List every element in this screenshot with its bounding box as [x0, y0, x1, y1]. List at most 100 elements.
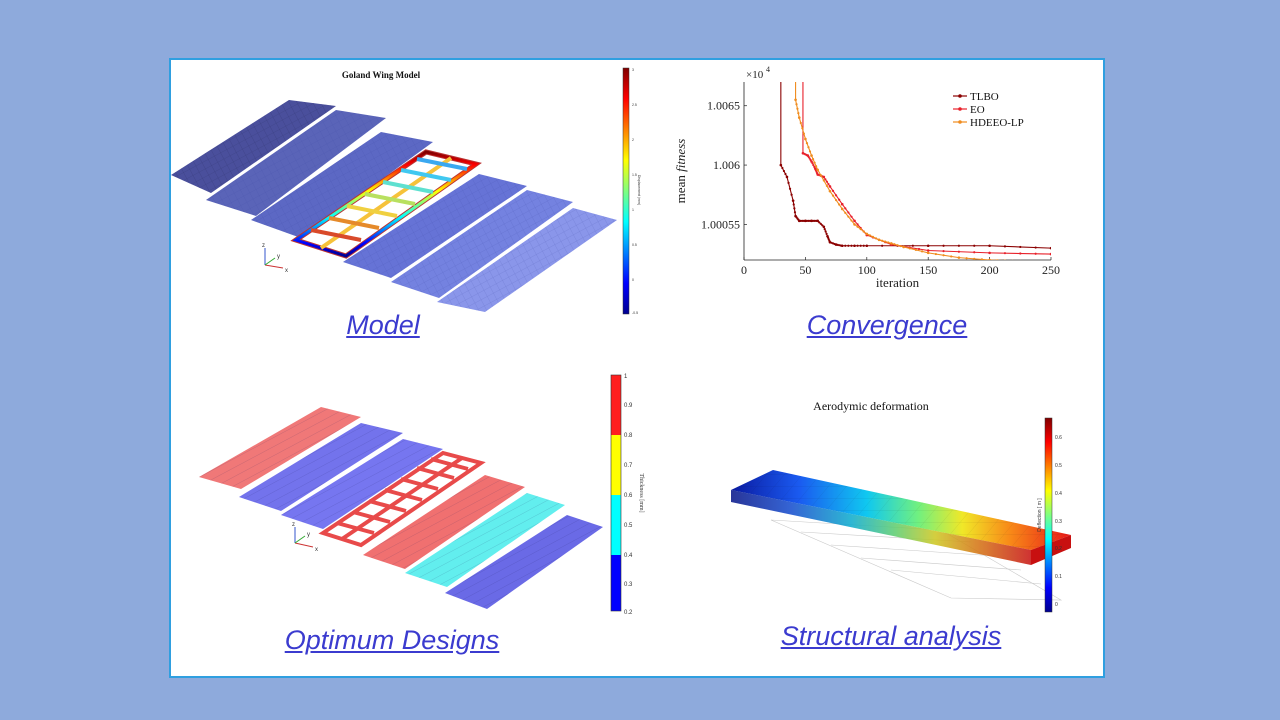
series-point [950, 255, 953, 258]
series-point [1034, 252, 1037, 255]
series-point [926, 249, 930, 252]
convergence-series [779, 82, 1051, 260]
legend-marker [958, 120, 962, 124]
series-point [811, 158, 815, 161]
x-tick-label: 50 [799, 263, 811, 277]
cb-tick: 0.6 [624, 493, 633, 499]
series-point [853, 219, 856, 223]
series-point [1019, 245, 1022, 249]
x-tick-label: 200 [981, 263, 999, 277]
series-point [813, 161, 816, 164]
series-point [942, 250, 945, 253]
series-point [838, 198, 841, 201]
series-point [831, 194, 835, 197]
series-point [957, 244, 960, 247]
series-point [828, 189, 832, 193]
series-point [859, 228, 862, 231]
series-point [812, 163, 815, 167]
cb-tick: 1.5 [632, 173, 637, 177]
x-tick-label: 150 [919, 263, 937, 277]
series-point [821, 224, 824, 227]
series-point [781, 166, 784, 170]
series-point [1019, 252, 1022, 255]
legend-label: EO [970, 104, 985, 116]
series-point [816, 168, 819, 172]
series-point [877, 238, 881, 242]
caption-convergence[interactable]: Convergence [806, 310, 968, 340]
series-point [881, 239, 884, 242]
x-axis-label: iteration [876, 275, 920, 290]
series-point [810, 154, 813, 157]
series-point [902, 245, 905, 249]
series-point [807, 146, 810, 149]
cb-tick: 0.2 [1055, 546, 1062, 552]
series-point [917, 247, 921, 251]
series-point [839, 244, 842, 247]
series-point [828, 239, 831, 242]
series-point [1019, 259, 1021, 260]
series-point [850, 219, 853, 222]
series-point [785, 175, 789, 179]
cb-tick: 0.5 [632, 243, 637, 247]
caption-model[interactable]: Model [346, 310, 420, 340]
series-point [893, 243, 896, 246]
series-point [824, 178, 827, 181]
series-point [934, 252, 937, 256]
axis-x-label: x [285, 268, 288, 274]
cb-tick: 2.5 [632, 103, 637, 107]
structural-analysis-figure: Aerodymic deformation 0.6 0.5 0.4 0.3 [731, 399, 1071, 613]
series-point [862, 244, 865, 247]
series-point [868, 234, 871, 237]
series-point [850, 244, 853, 247]
series-point [794, 98, 797, 102]
series-point [827, 182, 830, 186]
model-title: Goland Wing Model [342, 70, 421, 80]
series-point [853, 223, 856, 226]
series-point [795, 103, 798, 106]
series-point [822, 179, 825, 182]
cb-tick: 0.9 [624, 403, 633, 409]
cb-tick: 0.4 [1055, 491, 1062, 497]
convergence-axes: 0 50 100 150 200 250 1.00055 1.006 1.0065 ×10 4 ite… [673, 65, 1060, 290]
series-point [847, 244, 850, 247]
series-point [819, 174, 822, 177]
series-point [871, 235, 875, 238]
structural-title: Aerodymic deformation [813, 399, 929, 413]
series-point [784, 172, 787, 176]
optimum-wing-panels [199, 407, 603, 609]
series-point [865, 232, 869, 236]
axis-z-label: z [292, 522, 295, 528]
series-point [926, 244, 930, 248]
axis-x-label: x [315, 547, 318, 553]
y-tick-label: 1.0065 [707, 99, 740, 113]
x-tick-label: 0 [741, 263, 747, 277]
model-colorbar: 3 2.5 2 1.5 1 0.5 0 -0.5 Displacement (m… [622, 67, 641, 315]
series-point [988, 258, 991, 260]
series-point [828, 185, 832, 188]
series-point [799, 219, 802, 222]
series-line [780, 82, 1051, 249]
series-point [791, 199, 795, 202]
series-point [1003, 245, 1007, 248]
caption-optimum-designs[interactable]: Optimum Designs [284, 625, 500, 655]
deformed-wing [731, 470, 1071, 565]
series-point [808, 219, 812, 222]
series-point [779, 163, 783, 167]
cb-tick: 0.5 [624, 523, 633, 529]
axis-y-label: y [277, 254, 280, 260]
series-line [795, 82, 1004, 260]
caption-structural-analysis[interactable]: Structural analysis [780, 621, 1002, 651]
series-line [802, 82, 1051, 255]
series-point [844, 244, 847, 247]
series-point [790, 193, 793, 196]
cb-tick: 3 [632, 68, 634, 72]
series-point [815, 165, 818, 168]
goland-wing-model-figure: Goland Wing Model [171, 67, 641, 315]
series-point [957, 250, 960, 253]
series-point [865, 244, 869, 248]
series-point [815, 219, 818, 222]
series-point [881, 244, 884, 247]
series-point [847, 211, 850, 214]
series-point [802, 132, 805, 135]
series-point [996, 259, 999, 260]
